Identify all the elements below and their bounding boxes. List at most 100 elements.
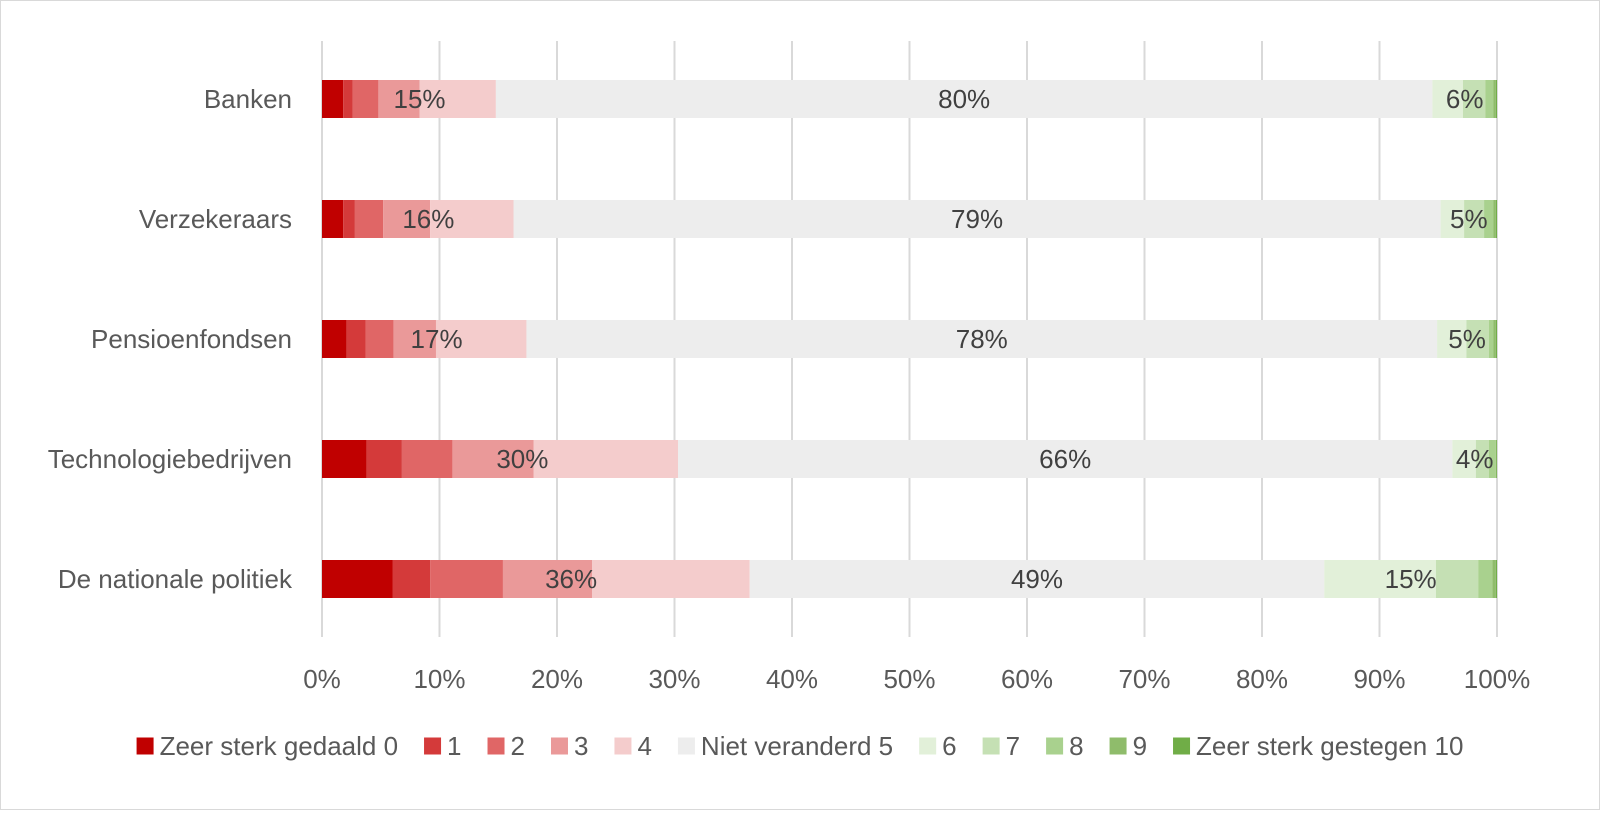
bar-segment [592, 560, 750, 598]
x-tick-label: 50% [883, 664, 935, 694]
legend-swatch [614, 737, 632, 755]
bar-segment [1496, 440, 1497, 478]
x-tick-label: 10% [413, 664, 465, 694]
bar-segment [1324, 560, 1436, 598]
bar-segment [1488, 320, 1494, 358]
data-label: 36% [545, 564, 597, 594]
bar-segment [678, 440, 1453, 478]
bar-segment [749, 560, 1325, 598]
data-label: 6% [1446, 84, 1484, 114]
bar-segment [435, 320, 527, 358]
bar-segment [383, 200, 431, 238]
legend-label: 2 [511, 731, 525, 761]
bar-segment [392, 560, 431, 598]
x-tick-label: 70% [1118, 664, 1170, 694]
category-labels: Banken Verzekeraars Pensioenfondsen Technol… [48, 84, 293, 594]
legend-label: Zeer sterk gestegen 10 [1196, 731, 1463, 761]
bars [322, 80, 1497, 598]
bar-segment [1437, 320, 1467, 358]
bar-segment [430, 200, 514, 238]
bar-segment [1495, 320, 1497, 358]
bar-segment [1495, 200, 1497, 238]
data-label: 15% [394, 84, 446, 114]
bar-segment [1462, 80, 1486, 118]
bar-segment [1495, 80, 1497, 118]
data-label: 5% [1450, 204, 1488, 234]
legend-swatch [1046, 737, 1064, 755]
legend-label: 3 [574, 731, 588, 761]
legend-swatch [424, 737, 442, 755]
bar-segment [419, 80, 496, 118]
data-label: 5% [1448, 324, 1486, 354]
bar-segment [365, 320, 394, 358]
bar-segment [1493, 200, 1496, 238]
data-label: 17% [411, 324, 463, 354]
bar-segment [322, 80, 344, 118]
x-tick-label: 90% [1353, 664, 1405, 694]
bar-segment [1466, 320, 1489, 358]
bar-segment [1488, 440, 1496, 478]
data-label: 49% [1011, 564, 1063, 594]
bar-segment [502, 560, 593, 598]
x-tick-label: 40% [766, 664, 818, 694]
bar-segment [352, 80, 379, 118]
legend-swatch [487, 737, 505, 755]
bar-segment [1475, 440, 1489, 478]
legend-swatch [550, 737, 568, 755]
bar-segment [1484, 200, 1494, 238]
bar-segment [1435, 560, 1479, 598]
bar-segment [401, 440, 453, 478]
legend-swatch [1173, 737, 1191, 755]
legend-label: 9 [1133, 731, 1147, 761]
category-label: Verzekeraars [139, 204, 292, 234]
data-label: 80% [938, 84, 990, 114]
legend-label: 6 [942, 731, 956, 761]
bar-segment [1495, 440, 1497, 478]
data-label: 30% [496, 444, 548, 474]
x-tick-label: 60% [1001, 664, 1053, 694]
bar-segment [1492, 560, 1496, 598]
bar-segment [513, 200, 1441, 238]
bar-segment [1493, 320, 1496, 358]
legend-swatch [1109, 737, 1127, 755]
legend-swatch [982, 737, 1000, 755]
data-label: 15% [1385, 564, 1437, 594]
bar-segment [346, 320, 366, 358]
legend: Zeer sterk gedaald 0 1 2 3 4 Niet veranderd 5… [136, 731, 1463, 761]
bar-segment [354, 200, 384, 238]
legend-swatch [677, 737, 695, 755]
bar-segment [1440, 200, 1465, 238]
data-label: 16% [402, 204, 454, 234]
bar-segment [322, 560, 393, 598]
x-tick-label: 20% [531, 664, 583, 694]
category-label: Pensioenfondsen [91, 324, 292, 354]
x-tick-label: 0% [303, 664, 341, 694]
bar-segment [322, 440, 367, 478]
data-label: 78% [956, 324, 1008, 354]
legend-label: 8 [1069, 731, 1083, 761]
data-label: 79% [951, 204, 1003, 234]
data-labels: 15% 80% 6% 16% 79% 5% 17% 78% 5% 30% 66% 4% 36% 49% 15… [394, 84, 1494, 594]
legend-label: 1 [447, 731, 461, 761]
legend-label: 7 [1006, 731, 1020, 761]
bar-segment [533, 440, 679, 478]
bar-segment [452, 440, 534, 478]
category-label: De nationale politiek [58, 564, 293, 594]
data-label: 66% [1039, 444, 1091, 474]
bar-segment [495, 80, 1433, 118]
legend-label: Niet veranderd 5 [701, 731, 893, 761]
bar-segment [430, 560, 503, 598]
legend-swatch [136, 737, 154, 755]
x-axis-ticks: 0% 10% 20% 30% 40% 50% 60% 70% 80% 90% 100% [303, 664, 1530, 694]
bar-segment [1485, 80, 1494, 118]
category-label: Banken [204, 84, 292, 114]
category-label: Technologiebedrijven [48, 444, 292, 474]
bar-segment [366, 440, 402, 478]
bar-segment [526, 320, 1438, 358]
bar-segment [1478, 560, 1493, 598]
bar-segment [378, 80, 420, 118]
bar-segment [393, 320, 436, 358]
bar-segment [343, 80, 353, 118]
